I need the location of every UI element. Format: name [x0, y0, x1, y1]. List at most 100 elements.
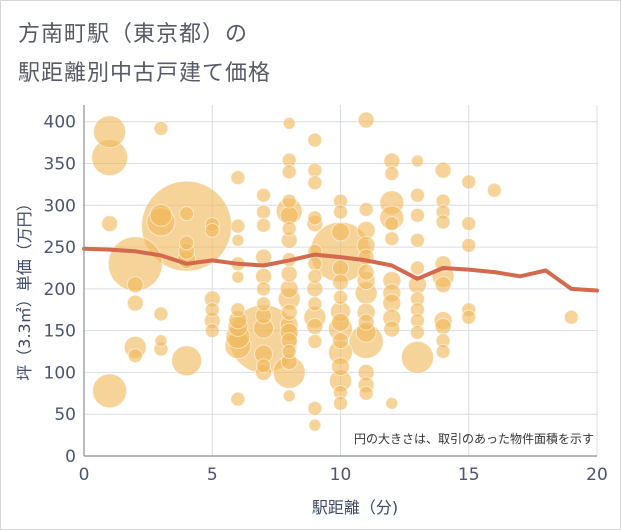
y-tick-label: 350: [44, 155, 76, 175]
data-bubble: [409, 324, 425, 340]
x-tick-label: 10: [330, 465, 352, 485]
data-bubble: [281, 193, 297, 209]
data-bubble: [230, 391, 246, 407]
data-bubble: [357, 313, 375, 331]
y-tick-label: 250: [44, 238, 76, 258]
y-tick-label: 150: [44, 322, 76, 342]
data-bubble: [409, 207, 425, 223]
y-tick-label: 100: [44, 363, 76, 383]
data-bubble: [230, 170, 246, 186]
data-bubble: [409, 187, 425, 203]
data-bubble: [357, 263, 375, 281]
data-bubble: [307, 175, 323, 191]
data-bubble: [204, 302, 220, 318]
y-tick-labels: 0 50 100 150 200 250 300 350 400: [44, 113, 76, 467]
data-bubble: [231, 270, 245, 284]
data-bubble: [281, 164, 297, 180]
data-bubble: [333, 395, 348, 411]
x-axis-title: 駅距離（分): [312, 498, 398, 517]
data-bubble: [358, 385, 374, 401]
data-bubble: [204, 323, 220, 339]
data-bubble: [92, 373, 128, 409]
x-tick-label: 15: [458, 465, 480, 485]
data-bubble: [333, 204, 348, 220]
data-bubble: [358, 201, 374, 217]
axes: [83, 105, 597, 457]
data-bubble: [179, 235, 195, 251]
data-bubble: [461, 216, 477, 232]
data-bubble: [231, 233, 245, 247]
data-bubble: [230, 302, 246, 318]
data-bubble: [410, 154, 424, 168]
data-bubble: [308, 418, 322, 432]
data-bubble: [179, 206, 195, 222]
data-bubble: [306, 317, 324, 335]
data-bubble: [256, 204, 272, 220]
data-bubble: [384, 166, 400, 182]
data-bubble: [434, 276, 452, 294]
data-bubble: [332, 332, 349, 350]
data-bubble: [101, 215, 119, 233]
trend-layer: [82, 246, 599, 293]
data-bubble: [331, 312, 350, 332]
data-bubble: [126, 294, 144, 312]
data-bubble: [204, 222, 220, 238]
data-bubble: [333, 289, 348, 305]
data-bubble: [307, 334, 323, 350]
data-bubble: [435, 344, 451, 360]
data-bubble: [281, 344, 297, 360]
x-tick-label: 5: [207, 465, 218, 485]
data-bubble: [434, 317, 452, 335]
data-bubble: [307, 296, 323, 312]
data-bubble: [307, 268, 323, 284]
data-bubble: [281, 221, 297, 237]
data-bubble: [461, 174, 477, 190]
data-bubble: [400, 340, 434, 374]
y-tick-label: 200: [44, 280, 76, 300]
data-bubble: [93, 115, 127, 149]
data-bubble: [383, 320, 401, 338]
y-tick-label: 300: [44, 196, 76, 216]
data-bubble: [307, 256, 323, 272]
data-bubble: [282, 389, 296, 403]
data-bubble: [409, 232, 425, 248]
y-tick-label: 400: [44, 113, 76, 133]
chart-title-line1: 方南町駅（東京都）の: [18, 22, 249, 47]
x-tick-label: 0: [79, 465, 90, 485]
data-bubble: [256, 187, 272, 203]
data-bubble: [331, 357, 350, 377]
bubble-size-note: 円の大きさは、取引のあった物件面積を示す: [354, 431, 594, 446]
data-bubble: [282, 116, 296, 130]
data-bubble: [256, 296, 272, 312]
data-bubble: [280, 265, 298, 283]
x-tick-labels: 0 5 10 15 20: [79, 465, 608, 485]
data-bubble: [153, 120, 169, 136]
data-bubble: [307, 132, 323, 148]
data-bubble: [171, 345, 203, 377]
data-bubble: [127, 348, 143, 364]
data-bubble: [384, 216, 400, 232]
data-bubble: [256, 358, 272, 374]
data-bubble: [461, 237, 477, 253]
data-bubble: [434, 161, 452, 179]
data-bubble: [307, 162, 323, 178]
data-bubble: [357, 111, 375, 129]
data-bubble: [435, 214, 451, 230]
data-bubble: [385, 396, 399, 410]
y-axis-title: 坪（3.3㎡）単価（万円）: [15, 195, 34, 380]
data-bubble: [230, 218, 246, 234]
data-bubble: [332, 259, 349, 277]
data-bubble: [332, 273, 349, 291]
data-bubble: [154, 334, 168, 348]
data-bubble: [486, 182, 502, 198]
bubble-layer: [91, 111, 579, 432]
x-tick-label: 20: [586, 465, 608, 485]
data-bubble: [153, 306, 169, 322]
y-tick-label: 0: [65, 447, 76, 467]
data-bubble: [256, 217, 272, 233]
data-bubble: [279, 279, 299, 299]
data-bubble: [280, 303, 298, 321]
data-bubble: [409, 260, 425, 276]
data-bubble: [331, 222, 350, 242]
